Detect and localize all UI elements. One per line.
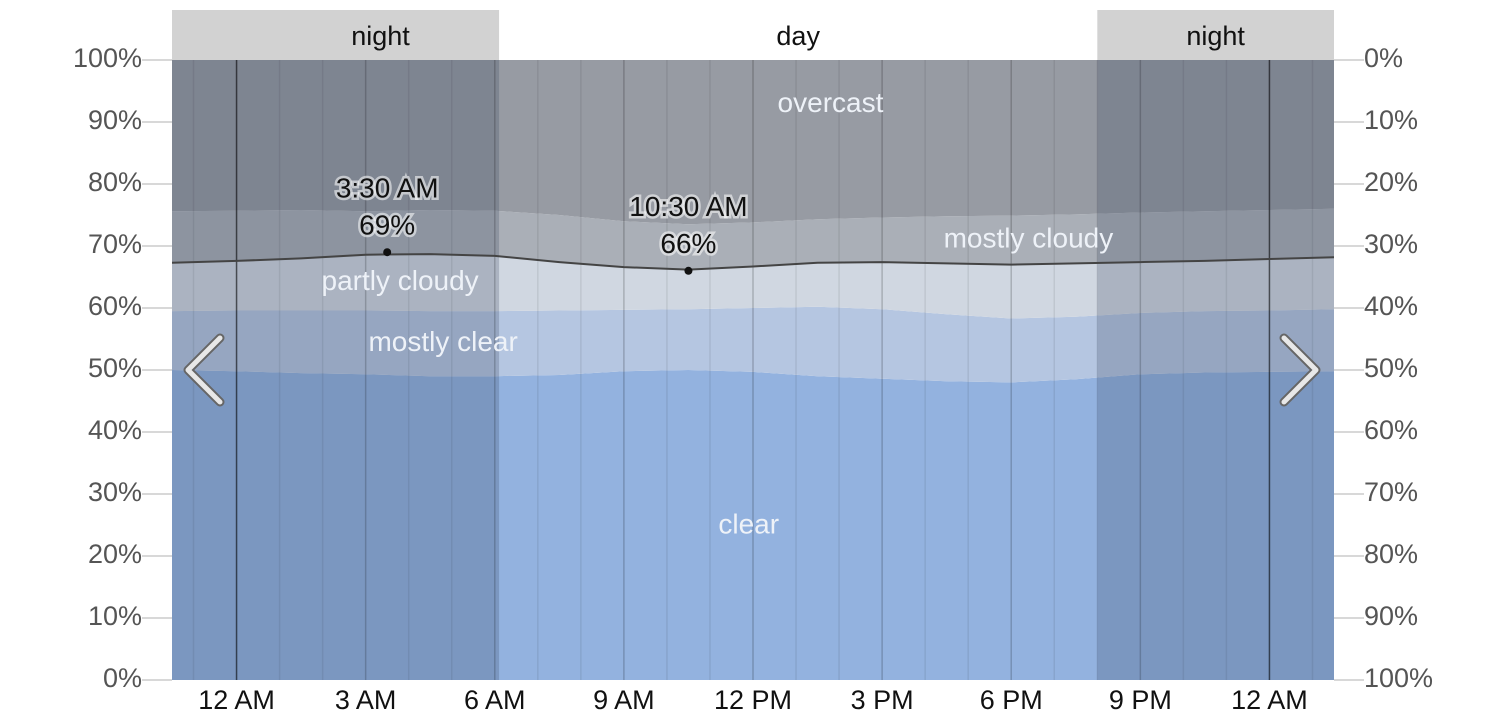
series-label: mostly cloudy — [944, 223, 1114, 254]
band-label: night — [351, 21, 410, 51]
plot-layers: night day night 12 AM 3 AM 6 AM 9 AM 12 PM 3 PM 6… — [73, 10, 1433, 715]
y2-tick-label: 60% — [1364, 415, 1418, 445]
y2-tick-label: 0% — [1364, 43, 1403, 73]
y-tick-label: 0% — [103, 663, 142, 693]
annotation-time: 3:30 AM — [336, 173, 439, 204]
series-label: overcast — [778, 87, 884, 118]
y-tick-label: 50% — [88, 353, 142, 383]
night-shade — [172, 60, 500, 680]
y-tick-label: 60% — [88, 291, 142, 321]
y-tick-label: 40% — [88, 415, 142, 445]
y2-tick-label: 20% — [1364, 167, 1418, 197]
annotation-point — [383, 248, 392, 257]
y-tick-label: 80% — [88, 167, 142, 197]
x-tick-label: 3 PM — [851, 685, 914, 715]
night-header — [172, 10, 500, 60]
band-label: day — [776, 21, 820, 51]
x-tick-label: 3 AM — [335, 685, 397, 715]
y2-tick-label: 30% — [1364, 229, 1418, 259]
x-tick-label: 12 AM — [198, 685, 275, 715]
boundary-line — [171, 253, 1335, 271]
x-tick-label: 6 AM — [464, 685, 526, 715]
y2-tick-label: 40% — [1364, 291, 1418, 321]
y2-tick-label: 100% — [1364, 663, 1433, 693]
y2-tick-label: 90% — [1364, 601, 1418, 631]
annotation-value: 66% — [660, 228, 716, 259]
nav-prev-icon[interactable] — [185, 335, 223, 405]
area-1 — [172, 306, 1334, 383]
x-tick-label: 6 PM — [980, 685, 1043, 715]
y-tick-label: 20% — [88, 539, 142, 569]
area-0 — [172, 370, 1334, 680]
x-tick-label: 9 AM — [593, 685, 655, 715]
series-label: partly cloudy — [322, 265, 479, 296]
annotation-time: 10:30 AM — [629, 191, 747, 222]
night-shade — [1097, 60, 1334, 680]
series-label: mostly clear — [368, 326, 517, 357]
area-2 — [172, 254, 1334, 319]
band-label: night — [1186, 21, 1245, 51]
x-tick-label: 12 PM — [714, 685, 792, 715]
nav-prev[interactable] — [183, 333, 225, 407]
night-header — [1097, 10, 1334, 60]
x-tick-label: 9 PM — [1109, 685, 1172, 715]
y2-tick-label: 10% — [1364, 105, 1418, 135]
y-tick-label: 10% — [88, 601, 142, 631]
y2-tick-label: 50% — [1364, 353, 1418, 383]
nav-next-icon[interactable] — [1281, 335, 1319, 405]
area-4 — [172, 60, 1334, 225]
y-tick-label: 70% — [88, 229, 142, 259]
y-tick-label: 30% — [88, 477, 142, 507]
y2-tick-label: 80% — [1364, 539, 1418, 569]
series-label: clear — [718, 508, 779, 539]
y2-tick-label: 70% — [1364, 477, 1418, 507]
annotation-value: 69% — [359, 210, 415, 241]
annotation-point — [684, 266, 693, 275]
y-tick-label: 100% — [73, 43, 142, 73]
x-tick-label: 12 AM — [1231, 685, 1308, 715]
y-tick-label: 90% — [88, 105, 142, 135]
nav-next[interactable] — [1279, 333, 1321, 407]
